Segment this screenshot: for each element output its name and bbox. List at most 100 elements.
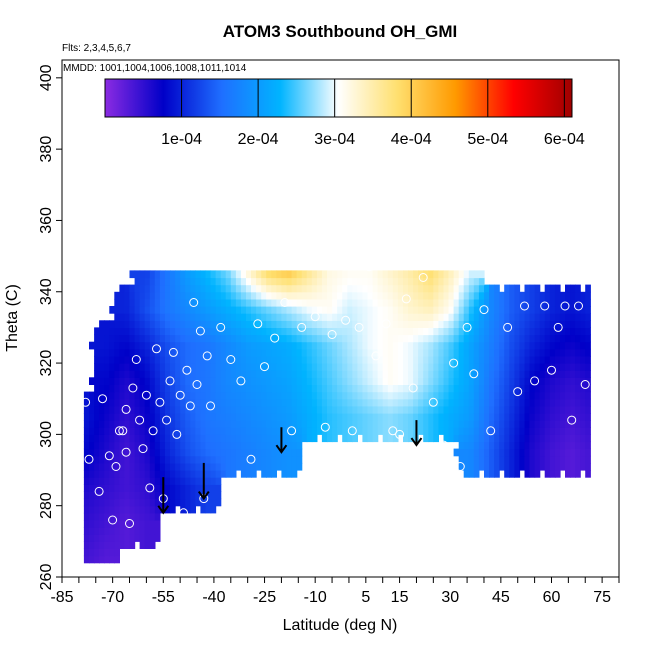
- heatmap-cell: [539, 427, 546, 435]
- heatmap-cell: [240, 277, 247, 286]
- heatmap-cell: [165, 391, 171, 400]
- heatmap-cell: [509, 455, 515, 464]
- heatmap-cell: [362, 298, 369, 307]
- heatmap-cell: [585, 448, 591, 457]
- heatmap-cell: [286, 441, 293, 450]
- heatmap-cell: [271, 277, 277, 286]
- heatmap-cell: [240, 470, 247, 478]
- heatmap-cell: [357, 420, 364, 428]
- heatmap-cell: [251, 284, 257, 293]
- heatmap-cell: [524, 470, 531, 478]
- heatmap-cell: [119, 462, 126, 471]
- heatmap-cell: [104, 341, 110, 350]
- heatmap-cell: [109, 327, 115, 336]
- heatmap-cell: [332, 313, 338, 321]
- heatmap-cell: [175, 320, 181, 328]
- heatmap-cell: [504, 434, 510, 443]
- heatmap-cell: [180, 327, 186, 336]
- heatmap-cell: [413, 291, 419, 300]
- heatmap-cell: [438, 327, 445, 336]
- heatmap-cell: [443, 306, 450, 314]
- heatmap-cell: [109, 341, 115, 350]
- heatmap-cell: [494, 470, 500, 478]
- heatmap-cell: [321, 355, 328, 364]
- heatmap-cell: [575, 413, 581, 421]
- heatmap-cell: [200, 434, 207, 443]
- heatmap-cell: [129, 498, 136, 507]
- heatmap-cell: [565, 455, 571, 464]
- heatmap-cell: [144, 306, 151, 314]
- heatmap-cell: [509, 306, 515, 314]
- heatmap-cell: [261, 462, 267, 471]
- heatmap-cell: [129, 505, 136, 514]
- heatmap-cell: [83, 491, 90, 500]
- heatmap-cell: [504, 284, 510, 293]
- heatmap-cell: [524, 355, 531, 364]
- heatmap-cell: [524, 327, 531, 336]
- heatmap-cell: [362, 284, 369, 293]
- observation-point: [202, 351, 212, 361]
- heatmap-cell: [240, 405, 247, 414]
- heatmap-cell: [124, 377, 131, 385]
- heatmap-cell: [554, 441, 561, 450]
- heatmap-cell: [428, 384, 434, 393]
- heatmap-cell: [554, 384, 561, 393]
- heatmap-cell: [230, 448, 237, 457]
- heatmap-cell: [585, 320, 591, 328]
- heatmap-cell: [251, 277, 257, 286]
- heatmap-cell: [418, 291, 424, 300]
- heatmap-cell: [509, 363, 515, 371]
- heatmap-cell: [104, 534, 110, 542]
- heatmap-cell: [200, 348, 207, 357]
- heatmap-cell: [408, 320, 414, 328]
- heatmap-cell: [175, 462, 181, 471]
- heatmap-cell: [514, 313, 521, 321]
- heatmap-cell: [266, 427, 272, 435]
- heatmap-cell: [256, 320, 262, 328]
- heatmap-cell: [468, 370, 475, 378]
- heatmap-cell: [190, 327, 196, 336]
- heatmap-cell: [372, 306, 379, 314]
- heatmap-cell: [200, 277, 207, 286]
- heatmap-cell: [195, 348, 201, 357]
- heatmap-cell: [337, 420, 343, 428]
- heatmap-cell: [154, 384, 161, 393]
- heatmap-cell: [514, 448, 521, 457]
- observation-point: [195, 326, 205, 336]
- heatmap-cell: [144, 398, 151, 407]
- heatmap-cell: [539, 448, 546, 457]
- heatmap-cell: [220, 313, 227, 321]
- heatmap-cell: [276, 334, 283, 343]
- heatmap-cell: [448, 434, 455, 443]
- heatmap-cell: [266, 398, 272, 407]
- heatmap-cell: [438, 306, 445, 314]
- heatmap-cell: [246, 355, 252, 364]
- heatmap-cell: [180, 405, 186, 414]
- heatmap-cell: [266, 455, 272, 464]
- heatmap-cell: [403, 313, 409, 321]
- heatmap-cell: [362, 313, 369, 321]
- heatmap-cell: [473, 398, 480, 407]
- heatmap-cell: [154, 505, 161, 514]
- heatmap-cell: [190, 370, 196, 378]
- heatmap-cell: [438, 363, 445, 371]
- heatmap-cell: [458, 427, 465, 435]
- heatmap-cell: [306, 434, 313, 443]
- heatmap-cell: [549, 441, 556, 450]
- heatmap-cell: [478, 327, 485, 336]
- heatmap-cell: [185, 355, 191, 364]
- heatmap-cell: [190, 462, 196, 471]
- heatmap-cell: [534, 355, 541, 364]
- heatmap-cell: [423, 327, 429, 336]
- heatmap-cell: [499, 355, 505, 364]
- heatmap-cell: [144, 405, 151, 414]
- heatmap-cell: [433, 313, 439, 321]
- heatmap-cell: [215, 477, 222, 485]
- heatmap-cell: [276, 284, 283, 293]
- heatmap-cell: [114, 313, 120, 321]
- heatmap-cell: [94, 534, 100, 542]
- heatmap-cell: [170, 284, 176, 293]
- heatmap-cell: [165, 455, 171, 464]
- heatmap-cell: [139, 277, 146, 286]
- heatmap-cell: [230, 277, 237, 286]
